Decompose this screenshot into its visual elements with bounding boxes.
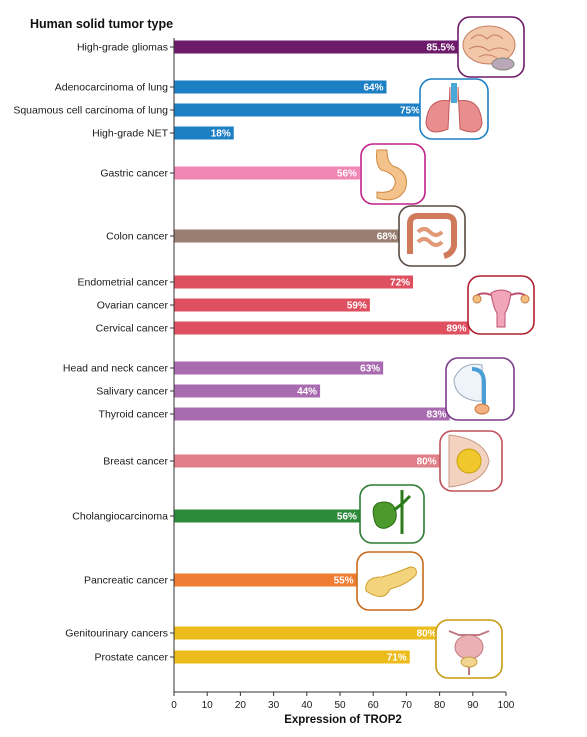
bar [174, 384, 321, 398]
category-label: Breast cancer [103, 456, 168, 468]
value-label: 71% [387, 653, 407, 664]
value-label: 18% [211, 129, 231, 140]
throat-icon [445, 357, 515, 421]
value-label: 55% [334, 576, 354, 587]
bar [174, 298, 370, 312]
x-tick-label: 60 [368, 700, 380, 711]
bar [174, 166, 360, 180]
value-label: 44% [297, 387, 317, 398]
category-label: Pancreatic cancer [84, 575, 169, 587]
category-label: Endometrial cancer [78, 277, 169, 289]
bar [174, 321, 470, 335]
bars-layer: High-grade gliomas 85.5% Adenocarcinoma of… [13, 40, 470, 664]
category-label: Genitourinary cancers [65, 628, 168, 640]
value-label: 59% [347, 301, 367, 312]
lungs-icon [419, 78, 489, 140]
value-label: 80% [417, 629, 437, 640]
organ-icons-layer [356, 16, 535, 679]
category-label: Cervical cancer [96, 323, 169, 335]
pancreas-icon [356, 551, 424, 611]
uterus-icon [467, 275, 535, 335]
x-tick-label: 10 [202, 700, 214, 711]
category-label: High-grade NET [92, 128, 168, 140]
category-label: Ovarian cancer [97, 300, 169, 312]
category-label: Head and neck cancer [63, 363, 169, 375]
bar [174, 40, 458, 54]
bar [174, 626, 440, 640]
bar [174, 126, 234, 140]
bar [174, 80, 387, 94]
breast-icon [439, 430, 503, 492]
bar [174, 407, 450, 421]
value-label: 80% [417, 457, 437, 468]
category-label: Gastric cancer [100, 168, 168, 180]
bladder-prostate-icon [435, 619, 503, 679]
category-label: Prostate cancer [94, 652, 168, 664]
x-tick-label: 80 [434, 700, 446, 711]
colon-icon [398, 205, 466, 267]
value-label: 68% [377, 232, 397, 243]
category-label: High-grade gliomas [77, 42, 168, 54]
x-tick-label: 100 [498, 700, 515, 711]
x-tick-label: 20 [235, 700, 247, 711]
stomach-icon [360, 143, 426, 205]
gallbladder-icon [359, 484, 425, 544]
category-label: Salivary cancer [96, 386, 168, 398]
bar [174, 275, 414, 289]
x-axis: 0 10 20 30 40 50 60 70 80 90 100 [171, 38, 515, 711]
value-label: 56% [337, 512, 357, 523]
x-tick-label: 50 [334, 700, 346, 711]
brain-icon [457, 16, 525, 78]
bar [174, 454, 440, 468]
bar [174, 103, 423, 117]
category-label: Thyroid cancer [99, 409, 169, 421]
value-label: 83% [427, 410, 447, 421]
bar [174, 573, 357, 587]
category-label: Colon cancer [106, 231, 168, 243]
value-label: 85.5% [427, 43, 455, 54]
bar [174, 229, 400, 243]
x-tick-label: 70 [401, 700, 413, 711]
x-tick-label: 40 [301, 700, 313, 711]
value-label: 64% [363, 83, 383, 94]
chart-title: Human solid tumor type [30, 17, 173, 31]
bar [174, 509, 360, 523]
x-tick-label: 0 [171, 700, 177, 711]
value-label: 89% [446, 324, 466, 335]
value-label: 63% [360, 364, 380, 375]
category-label: Adenocarcinoma of lung [55, 82, 168, 94]
value-label: 75% [400, 106, 420, 117]
x-tick-label: 30 [268, 700, 280, 711]
category-label: Squamous cell carcinoma of lung [13, 105, 168, 117]
value-label: 56% [337, 169, 357, 180]
x-axis-title: Expression of TROP2 [284, 714, 402, 726]
bar [174, 361, 384, 375]
category-label: Cholangiocarcinoma [72, 511, 168, 523]
bar [174, 650, 410, 664]
x-tick-label: 90 [467, 700, 479, 711]
value-label: 72% [390, 278, 410, 289]
